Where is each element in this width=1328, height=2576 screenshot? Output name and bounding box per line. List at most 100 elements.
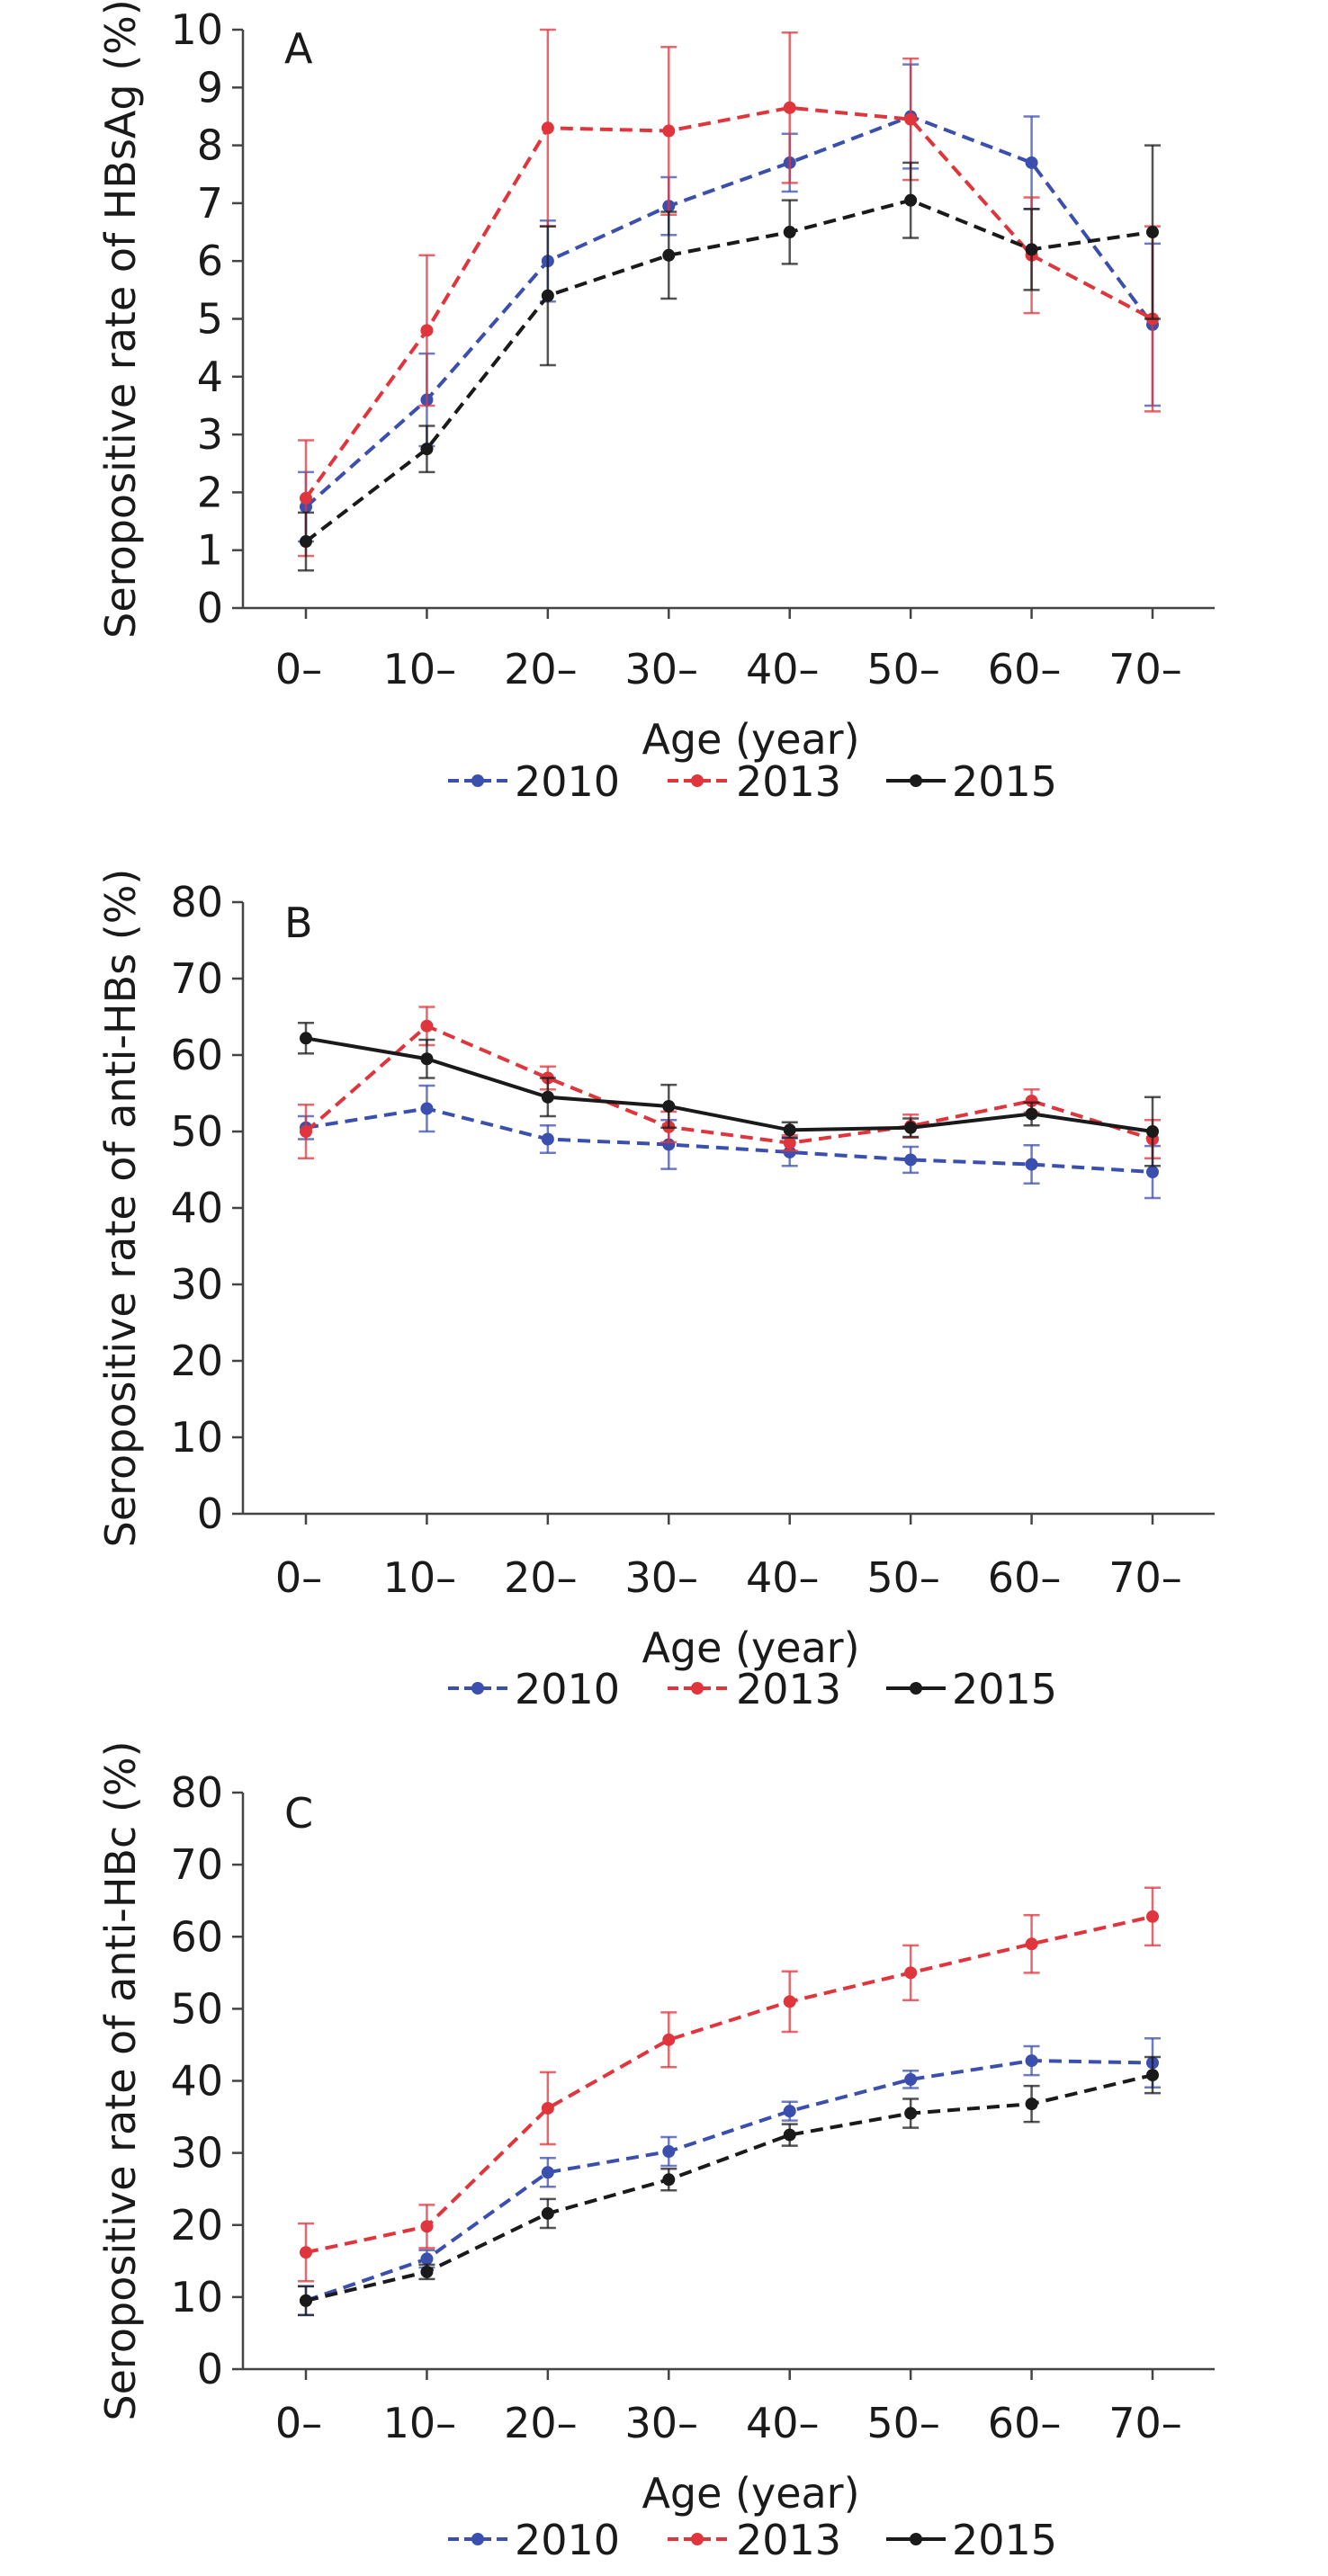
y-tick-label: 70 bbox=[170, 1840, 223, 1889]
data-point bbox=[1146, 1125, 1159, 1138]
data-point bbox=[783, 1145, 796, 1158]
series-line bbox=[305, 1036, 1153, 1133]
legend-item-2013: 2013 bbox=[668, 757, 841, 806]
series-line bbox=[305, 1914, 1153, 2255]
data-point bbox=[783, 2105, 796, 2118]
data-point bbox=[300, 1125, 312, 1138]
y-tick-label: 70 bbox=[170, 954, 223, 1003]
data-point bbox=[783, 1995, 796, 2008]
data-point bbox=[783, 1123, 796, 1137]
legend-item-2015: 2015 bbox=[886, 1665, 1057, 1713]
data-point bbox=[541, 121, 554, 135]
data-point bbox=[904, 2072, 918, 2086]
series-2013 bbox=[298, 1886, 1161, 2283]
legend-marker bbox=[910, 1682, 922, 1695]
data-point bbox=[1025, 1095, 1038, 1107]
x-tick-label: 10– bbox=[383, 1553, 457, 1602]
legend-label: 2015 bbox=[952, 1665, 1057, 1713]
legend-item-2015: 2015 bbox=[886, 757, 1057, 806]
data-point bbox=[300, 1032, 312, 1045]
x-tick-label: 50– bbox=[866, 645, 940, 693]
series-line bbox=[304, 1024, 1153, 1145]
y-tick-label: 5 bbox=[197, 295, 223, 344]
y-tick-label: 80 bbox=[170, 878, 223, 926]
chart-panel-b: 0 10 20 30 40 50 60 70 80 0– 10– 20– 30– 40– 50– 60– 70–… bbox=[96, 869, 1215, 1713]
legend-marker bbox=[910, 2533, 922, 2545]
x-tick-label: 0– bbox=[275, 1553, 322, 1602]
y-tick-label: 9 bbox=[197, 63, 223, 112]
legend-label: 2013 bbox=[736, 2516, 841, 2564]
data-point bbox=[300, 2294, 312, 2307]
x-tick-label: 70– bbox=[1108, 2399, 1182, 2447]
data-point bbox=[904, 193, 918, 207]
y-tick-label: 2 bbox=[197, 468, 223, 516]
x-tick-label: 20– bbox=[504, 2399, 578, 2447]
y-tick-label: 30 bbox=[170, 2129, 223, 2178]
x-tick-label: 0– bbox=[275, 2399, 322, 2447]
series-2015 bbox=[298, 144, 1161, 572]
data-point bbox=[1146, 1166, 1159, 1179]
data-point bbox=[420, 1102, 434, 1115]
y-tick-label: 1 bbox=[197, 526, 223, 575]
x-tick-label: 10– bbox=[383, 645, 457, 693]
y-tick-label: 20 bbox=[170, 1337, 223, 1385]
legend-item-2010: 2010 bbox=[448, 1665, 620, 1713]
x-tick-label: 40– bbox=[746, 645, 820, 693]
series-line bbox=[304, 105, 1153, 499]
chart-panel-a: 0 1 2 3 4 5 6 7 8 9 10 0– 10– 20– 30– 40– 50– 60– 70– Serop… bbox=[96, 0, 1215, 806]
data-point bbox=[904, 1121, 918, 1134]
y-axis-title: Seropositive rate of anti-HBs (%) bbox=[96, 869, 145, 1548]
series-line bbox=[304, 114, 1154, 508]
x-tick-label: 0– bbox=[275, 645, 322, 693]
data-point bbox=[541, 2206, 554, 2220]
x-axis-title: Age (year) bbox=[642, 2469, 859, 2518]
legend-marker bbox=[471, 774, 484, 787]
data-point bbox=[1146, 2069, 1159, 2082]
legend-label: 2010 bbox=[515, 757, 620, 806]
y-tick-label: 40 bbox=[170, 2057, 223, 2106]
data-point bbox=[662, 248, 676, 262]
data-point bbox=[904, 1153, 918, 1167]
series-2013 bbox=[298, 28, 1161, 558]
data-point bbox=[541, 2166, 554, 2179]
x-tick-label: 60– bbox=[988, 645, 1062, 693]
x-tick-label: 50– bbox=[866, 1553, 940, 1602]
y-tick-label: 10 bbox=[170, 2273, 223, 2321]
data-point bbox=[541, 1090, 554, 1104]
series-line bbox=[305, 1106, 1153, 1175]
legend-label: 2015 bbox=[952, 2516, 1057, 2564]
y-tick-label: 10 bbox=[170, 5, 223, 54]
data-point bbox=[904, 2106, 918, 2120]
y-tick-label: 50 bbox=[170, 1107, 223, 1156]
x-tick-label: 70– bbox=[1108, 1553, 1182, 1602]
data-point bbox=[783, 1136, 796, 1149]
legend-marker bbox=[471, 1682, 484, 1695]
x-axis-title: Age (year) bbox=[642, 715, 859, 764]
data-point bbox=[783, 226, 796, 239]
y-tick-label: 80 bbox=[170, 1768, 223, 1817]
series-2015 bbox=[298, 1022, 1161, 1167]
x-tick-label: 70– bbox=[1108, 645, 1182, 693]
data-point bbox=[420, 2265, 434, 2278]
legend-item-2013: 2013 bbox=[668, 1665, 841, 1713]
data-point bbox=[541, 2101, 554, 2115]
panel-letter: A bbox=[284, 24, 313, 73]
data-point bbox=[420, 443, 434, 456]
legend-item-2010: 2010 bbox=[448, 757, 620, 806]
panel-letter: B bbox=[284, 899, 313, 947]
data-point bbox=[541, 289, 554, 302]
legend-marker bbox=[691, 1682, 704, 1695]
panel-letter: C bbox=[284, 1789, 313, 1838]
data-point bbox=[420, 324, 434, 337]
y-tick-label: 4 bbox=[197, 353, 223, 401]
data-point bbox=[783, 2128, 796, 2142]
data-point bbox=[662, 2173, 676, 2187]
x-tick-label: 30– bbox=[625, 1553, 699, 1602]
legend-label: 2010 bbox=[515, 2516, 620, 2564]
y-tick-label: 10 bbox=[170, 1413, 223, 1462]
y-tick-label: 20 bbox=[170, 2201, 223, 2250]
data-point bbox=[420, 1052, 434, 1066]
data-point bbox=[1025, 2054, 1038, 2068]
x-tick-label: 10– bbox=[383, 2399, 457, 2447]
